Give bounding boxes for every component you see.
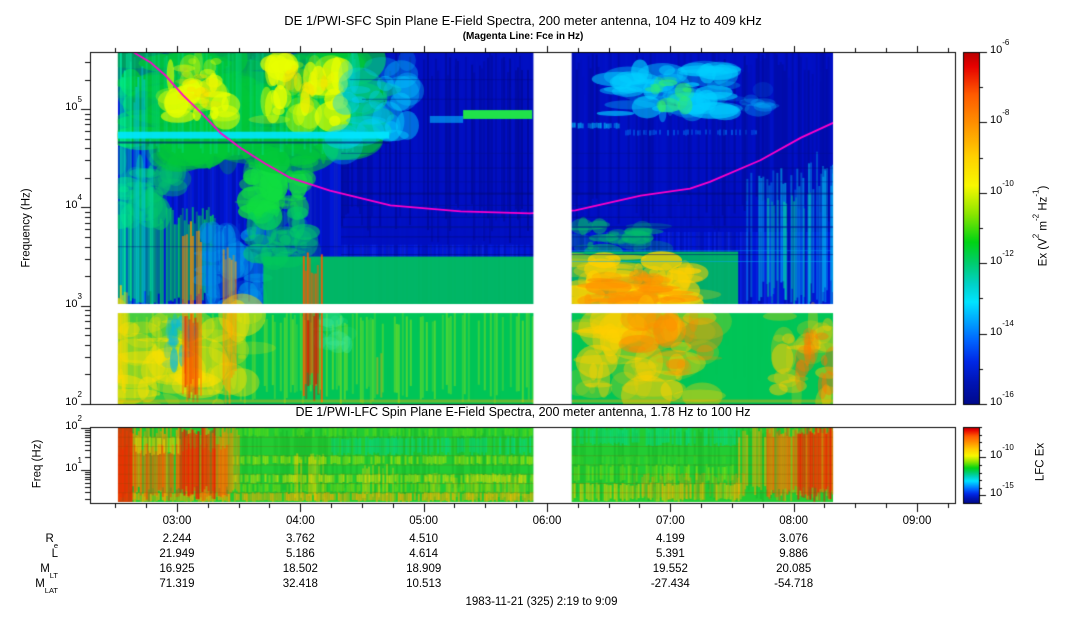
x-tick-label: 09:00 (902, 515, 932, 527)
ephemeris-value: 5.391 (655, 548, 685, 560)
ephemeris-value: 2.244 (162, 533, 192, 545)
ephemeris-value: 5.186 (285, 548, 315, 560)
ephemeris-row-label: MLT (40, 563, 58, 580)
x-tick-label: 05:00 (409, 515, 439, 527)
x-tick-label: 04:00 (285, 515, 315, 527)
ephemeris-value: 4.199 (655, 533, 685, 545)
sfc-colorbar-tick-label: 10-8 (990, 108, 1010, 127)
ephemeris-value: 21.949 (159, 548, 195, 560)
sfc-colorbar-tick-label: 10-14 (990, 319, 1014, 338)
ephemeris-value: 3.076 (779, 533, 809, 545)
lfc-colorbar-tick-label: 10-10 (990, 443, 1014, 462)
ephemeris-value: 16.925 (159, 563, 195, 575)
ephemeris-value: 32.418 (282, 578, 318, 590)
sfc-colorbar-tick-label: 10-12 (990, 249, 1014, 268)
sfc-ytick-label: 103 (65, 291, 82, 310)
ephemeris-value: 9.886 (779, 548, 809, 560)
sfc-subtitle: (Magenta Line: Fce in Hz) (462, 31, 584, 42)
x-tick-label: 03:00 (162, 515, 192, 527)
x-tick-label: 07:00 (655, 515, 685, 527)
ephemeris-value: 19.552 (652, 563, 688, 575)
x-tick-label: 06:00 (532, 515, 562, 527)
x-tick-label: 08:00 (779, 515, 809, 527)
ephemeris-value: 18.502 (282, 563, 318, 575)
ephemeris-value: 4.614 (409, 548, 439, 560)
ephemeris-value: -27.434 (650, 578, 690, 590)
sfc-y-axis-label: Frequency (Hz) (20, 188, 33, 268)
lfc-title: DE 1/PWI-LFC Spin Plane E-Field Spectra,… (295, 405, 751, 419)
sfc-ytick-label: 102 (65, 389, 82, 408)
ephemeris-value: 10.513 (406, 578, 442, 590)
sfc-title: DE 1/PWI-SFC Spin Plane E-Field Spectra,… (284, 13, 762, 28)
sfc-colorbar-axis-label: Ex (V2 m-2 Hz-1) (1030, 185, 1050, 267)
sfc-colorbar-tick-label: 10-10 (990, 178, 1014, 197)
ephemeris-value: 18.909 (406, 563, 442, 575)
ephemeris-value: 71.319 (159, 578, 195, 590)
sfc-colorbar-tick-label: 10-16 (990, 389, 1014, 408)
ephemeris-row-label: L (51, 548, 58, 560)
plot-caption: 1983-11-21 (325) 2:19 to 9:09 (465, 596, 618, 608)
ephemeris-value: 3.762 (285, 533, 315, 545)
ephemeris-value: -54.718 (774, 578, 814, 590)
sfc-ytick-label: 105 (65, 94, 82, 114)
ephemeris-row-label: Re (45, 533, 58, 550)
lfc-ytick-label: 102 (65, 413, 82, 432)
lfc-colorbar-tick-label: 10-15 (990, 481, 1014, 500)
sfc-colorbar-tick-label: 10-6 (990, 37, 1010, 56)
ephemeris-value: 4.510 (409, 533, 439, 545)
sfc-ytick-label: 104 (65, 193, 82, 212)
lfc-colorbar-axis-label: LFC Ex (1034, 442, 1047, 482)
lfc-ytick-label: 101 (65, 455, 82, 474)
ephemeris-row-label: MLAT (35, 578, 58, 595)
ephemeris-value: 20.085 (776, 563, 812, 575)
